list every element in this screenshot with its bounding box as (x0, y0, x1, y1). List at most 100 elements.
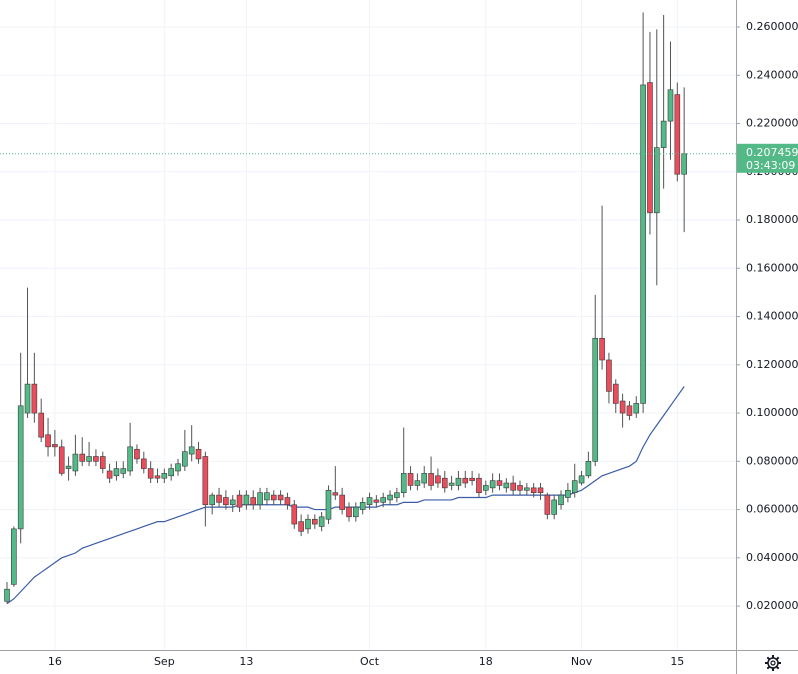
candle-body (469, 477, 475, 481)
y-tick-label: 0.180000 (746, 213, 798, 226)
candle-body (530, 487, 537, 493)
candle-body (510, 482, 516, 491)
candle-body (394, 492, 400, 498)
candle-body (250, 497, 257, 506)
y-tick-label: 0.140000 (746, 310, 798, 323)
candle-body (332, 492, 339, 496)
candle-body (592, 337, 599, 462)
settings-button[interactable] (765, 655, 781, 671)
candle-body (79, 453, 86, 462)
candle-body (38, 412, 45, 438)
candle-body (448, 482, 455, 486)
candle-body (653, 147, 660, 214)
candle-body (72, 453, 79, 472)
x-tick-label: Sep (154, 655, 175, 668)
candle-body (229, 499, 236, 506)
candle-body (134, 448, 140, 460)
y-tick-label: 0.080000 (746, 454, 798, 467)
candle-body (17, 405, 24, 530)
candle-body (311, 518, 318, 525)
candle-body (298, 521, 304, 532)
candle-body (202, 456, 209, 506)
candle-body (4, 588, 10, 602)
candle-body (52, 444, 58, 448)
candle-body (674, 94, 681, 175)
candle-body (435, 475, 441, 484)
candle-body (400, 473, 407, 493)
candle-body (120, 468, 127, 474)
candle-body (380, 497, 387, 503)
x-tick-label: 15 (670, 655, 684, 668)
axes: 0.020000 0.040000 0.060000 0.080000 0.100000… (48, 20, 798, 668)
y-tick-label: 0.120000 (746, 358, 798, 371)
y-tick-label: 0.060000 (746, 503, 798, 516)
candle-body (612, 383, 619, 404)
candle-body (640, 84, 646, 404)
candle-body (366, 497, 373, 506)
candle-body (99, 456, 106, 469)
candle-body (633, 403, 640, 414)
y-tick-label: 0.040000 (746, 551, 798, 564)
candle-body (86, 456, 92, 462)
candle-body (291, 504, 298, 525)
candle-body (195, 448, 202, 460)
candle-body (236, 494, 243, 508)
candle-body (305, 518, 311, 530)
candle-body (407, 473, 414, 486)
x-tick-label: 16 (48, 655, 62, 668)
candle-body (626, 405, 633, 416)
candle-body (373, 499, 380, 503)
candle-body (270, 494, 277, 501)
candle-body (93, 456, 99, 462)
y-tick-label: 0.240000 (746, 68, 798, 81)
candle-body (353, 506, 359, 518)
candle-body (113, 468, 120, 477)
candle-body (428, 473, 434, 486)
candle-body (161, 473, 168, 479)
x-tick-label: 18 (479, 655, 493, 668)
candle-body (257, 492, 263, 506)
candle-body (223, 497, 229, 506)
candle-body (325, 489, 332, 520)
gear-hub (770, 660, 776, 666)
candle-body (681, 153, 687, 175)
candle-body (387, 494, 393, 501)
candle-body (606, 359, 612, 392)
candle-body (660, 120, 667, 148)
candle-body (188, 446, 195, 455)
candle-body (31, 383, 38, 414)
candle-body (106, 470, 113, 479)
candle-body (58, 446, 65, 474)
y-tick-label: 0.220000 (746, 117, 798, 130)
candle-body (243, 494, 250, 506)
candle-body (168, 468, 174, 477)
candle-body (551, 499, 558, 515)
candle-body (318, 516, 325, 527)
candle-body (346, 506, 352, 518)
candle-body (175, 463, 181, 472)
candle-body (441, 477, 448, 489)
candle-body (489, 480, 496, 489)
candle-body (565, 489, 571, 498)
candle-body (647, 82, 653, 214)
candle-body (182, 451, 188, 467)
candle-body (339, 494, 345, 510)
candle-body (127, 446, 133, 472)
x-tick-label: 13 (239, 655, 253, 668)
last-price-box (737, 143, 798, 173)
moving-average-line (6, 386, 685, 605)
candle-body (503, 482, 510, 489)
candle-body (24, 383, 31, 414)
candle-body (476, 477, 482, 493)
candle-body (517, 485, 523, 491)
candle-body (414, 480, 421, 486)
y-tick-label: 0.100000 (746, 406, 798, 419)
candle-body (11, 528, 17, 585)
candle-body (558, 494, 564, 506)
candle-body (524, 487, 530, 491)
y-tick-label: 0.260000 (746, 20, 798, 33)
candle-body (482, 485, 489, 491)
gear-ring (767, 657, 779, 669)
candle-body (45, 434, 51, 448)
